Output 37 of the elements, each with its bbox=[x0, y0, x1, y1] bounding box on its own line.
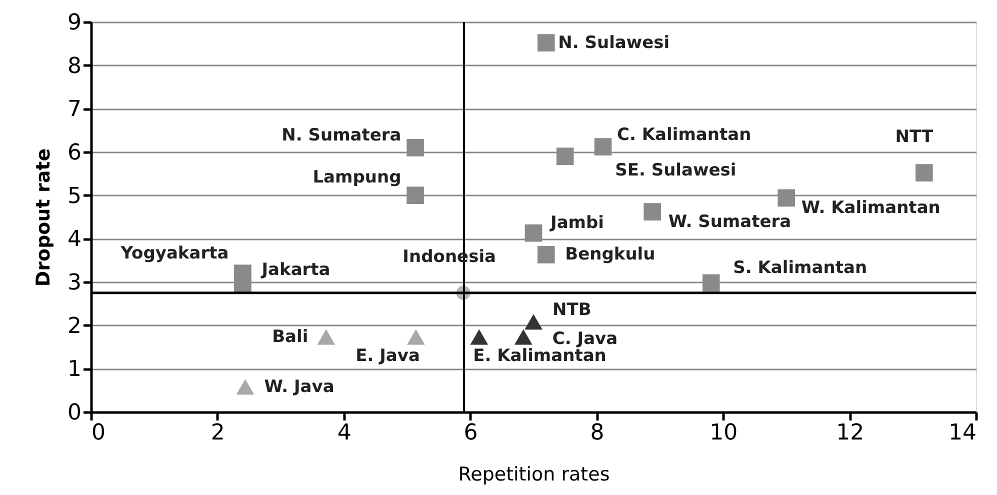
y-tick-label: 3 bbox=[68, 270, 82, 296]
annotation: Bali bbox=[272, 327, 308, 348]
x-tick-label: 0 bbox=[92, 420, 106, 446]
y-axis-title: Dropout rate bbox=[32, 148, 55, 287]
y-tick-label: 9 bbox=[68, 10, 82, 36]
annotation: N. Sumatera bbox=[282, 126, 402, 146]
annotation: Jambi bbox=[550, 213, 604, 234]
x-tick-label: 12 bbox=[836, 420, 864, 446]
annotation: Lampung bbox=[312, 167, 402, 188]
annotation: Bengkulu bbox=[565, 244, 656, 265]
annotation: W. Java bbox=[264, 376, 334, 397]
annotation: S. Kalimantan bbox=[733, 258, 868, 278]
x-axis-title: Repetition rates bbox=[458, 464, 610, 486]
x-tick-label: 8 bbox=[590, 420, 604, 446]
y-tick-label: 8 bbox=[68, 54, 82, 79]
y-tick-label: 7 bbox=[68, 97, 82, 122]
y-tick-label: 0 bbox=[68, 400, 82, 426]
x-tick-label: 4 bbox=[337, 420, 352, 446]
y-tick-label: 1 bbox=[68, 357, 82, 382]
y-tick-label: 5 bbox=[68, 184, 82, 209]
annotation: NTT bbox=[895, 126, 934, 147]
x-tick-label: 2 bbox=[210, 420, 225, 446]
annotation: C. Kalimantan bbox=[617, 124, 752, 145]
annotation: Yogyakarta bbox=[120, 243, 229, 264]
y-tick-label: 6 bbox=[68, 140, 82, 166]
x-tick-label: 10 bbox=[710, 420, 738, 446]
annotation: Jakarta bbox=[260, 260, 330, 280]
annotation: E. Java bbox=[356, 346, 420, 366]
annotation: W. Kalimantan bbox=[801, 198, 940, 218]
annotation: NTB bbox=[552, 300, 592, 320]
x-tick-label: 14 bbox=[948, 420, 976, 446]
annotation: N. Sulawesi bbox=[558, 32, 670, 53]
annotation: W. Sumatera bbox=[668, 212, 792, 232]
y-tick-label: 4 bbox=[68, 227, 82, 252]
y-tick-label: 2 bbox=[68, 314, 82, 339]
annotation: SE. Sulawesi bbox=[615, 160, 736, 180]
x-tick-label: 6 bbox=[464, 420, 478, 446]
